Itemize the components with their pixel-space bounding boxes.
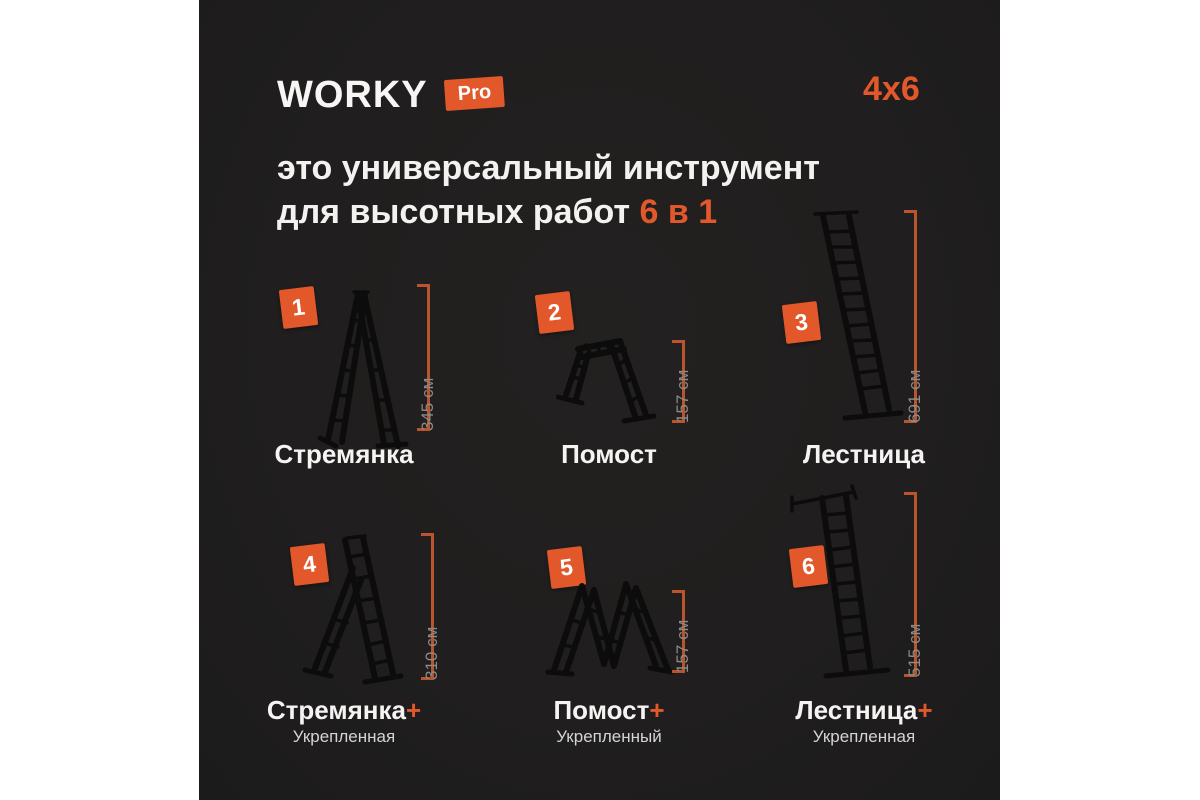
config-label: Помост+ Укрепленный <box>484 696 734 747</box>
config-suffix: + <box>917 695 933 725</box>
height-measure-label: 515 см <box>905 623 924 677</box>
headline-line2-prefix: для высотных работ <box>277 193 640 231</box>
reinforced-stepladder-icon <box>302 534 404 685</box>
height-measure-label: 310 см <box>422 626 441 680</box>
height-measure-label: 691 см <box>905 369 924 423</box>
reinforced-platform-ladder-icon <box>545 581 674 677</box>
config-subtitle: Укрепленный <box>556 727 662 746</box>
height-measure-label: 157 см <box>673 369 692 423</box>
headline: это универсальный инструмент для высотны… <box>277 146 820 234</box>
config-label: Стремянка <box>219 440 469 471</box>
headline-line1: это универсальный инструмент <box>277 149 820 187</box>
model-label: 4x6 <box>863 70 920 108</box>
config-cell-6: 6 515 см Лестница+ Укрепленная <box>739 480 989 750</box>
config-label: Лестница+ Укрепленная <box>739 696 989 747</box>
straight-ladder-icon <box>813 210 904 421</box>
height-measure-label: 157 см <box>673 619 692 673</box>
headline-line2: для высотных работ 6 в 1 <box>277 190 820 234</box>
config-cell-3: 3 691 см Лестница <box>739 200 989 485</box>
config-name: Стремянка <box>266 695 406 725</box>
config-name: Помост <box>561 439 657 469</box>
config-name: Стремянка <box>274 439 414 469</box>
config-suffix: + <box>405 695 422 725</box>
height-measure-bracket <box>904 210 917 423</box>
height-measure-bracket <box>904 492 917 677</box>
reinforced-straight-ladder-icon <box>790 484 891 679</box>
stepladder-icon <box>317 290 409 449</box>
config-label: Лестница <box>739 440 989 471</box>
height-measure-label: 345 см <box>418 377 437 431</box>
config-cell-4: 4 310 см Стремянка+ Укрепленная <box>219 520 469 750</box>
height-measure-bracket <box>421 533 434 680</box>
height-measure-bracket <box>672 590 685 673</box>
headline-line2-highlight: 6 в 1 <box>639 193 718 231</box>
config-suffix: + <box>649 695 665 725</box>
brand-logo: WORKY <box>277 74 428 116</box>
config-cell-2: 2 157 см Помост <box>484 270 734 485</box>
height-measure-bracket <box>417 284 430 431</box>
config-label: Стремянка+ Укрепленная <box>219 696 469 747</box>
config-cell-1: 1 345 см Стремянка <box>219 270 469 485</box>
config-name: Лестница <box>802 439 925 469</box>
platform-ladder-icon <box>556 338 657 424</box>
config-subtitle: Укрепленная <box>812 727 916 746</box>
pro-badge: Pro <box>443 75 505 111</box>
config-label: Помост <box>484 440 734 471</box>
height-measure-bracket <box>672 340 685 423</box>
config-subtitle: Укрепленная <box>292 727 396 746</box>
config-cell-5: 5 157 см Помост+ Укрепленный <box>484 520 734 750</box>
config-name: Лестница <box>795 695 918 725</box>
promo-card: WORKY Pro 4x6 это универсальный инструме… <box>199 0 1000 800</box>
brand-row: WORKY Pro <box>277 74 505 116</box>
config-name: Помост <box>553 695 650 725</box>
